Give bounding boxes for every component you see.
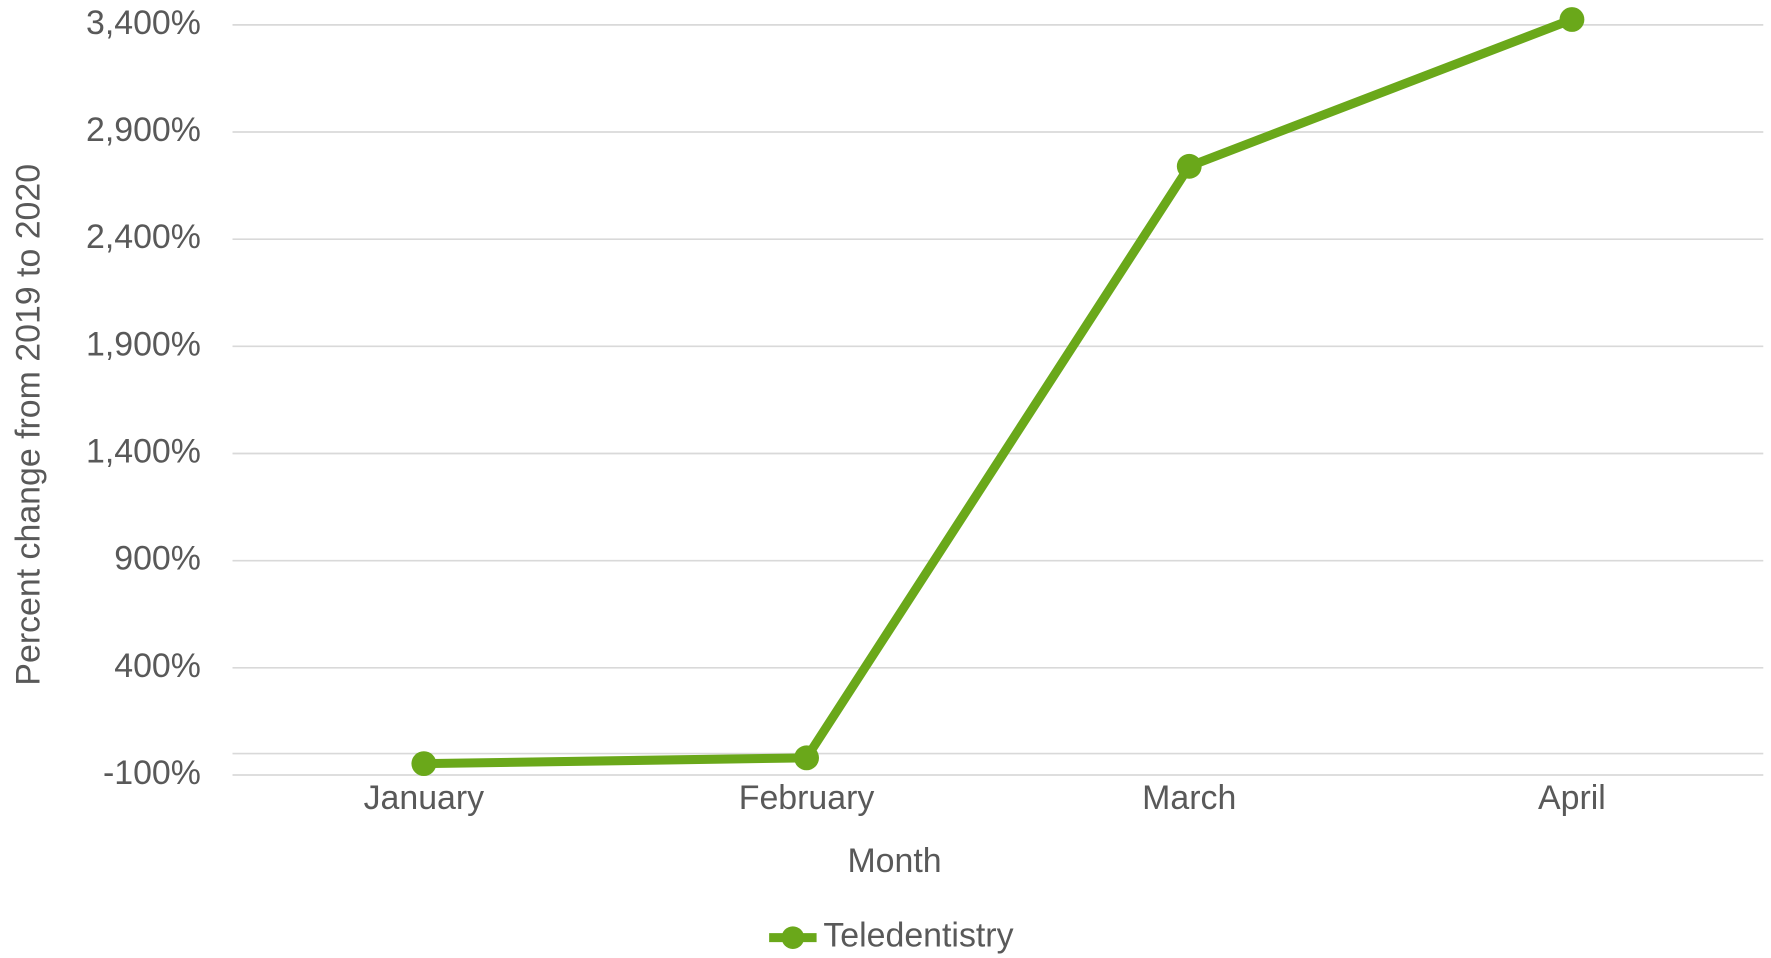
data-point [1176,153,1202,179]
data-point [794,745,819,771]
y-tick-label: 3,400% [86,4,201,42]
x-tick-label: March [1142,779,1236,817]
legend-marker [781,926,805,949]
x-tick-label: February [739,779,875,817]
y-tick-label: 900% [114,540,201,578]
x-axis-title: Month [847,842,941,880]
data-point [411,751,437,777]
y-tick-label: 2,900% [86,111,201,149]
y-tick-label: 1,900% [86,325,201,363]
y-tick-label: -100% [103,754,201,792]
y-axis-title: Percent change from 2019 to 2020 [9,164,47,686]
y-tick-label: 400% [114,647,201,685]
legend-label: Teledentistry [823,917,1013,955]
x-tick-label: January [364,779,485,817]
y-tick-label: 1,400% [86,432,201,470]
series-line [423,15,1574,769]
x-tick-label: April [1538,779,1606,817]
y-tick-label: 2,400% [86,218,201,256]
data-point [1559,7,1585,32]
